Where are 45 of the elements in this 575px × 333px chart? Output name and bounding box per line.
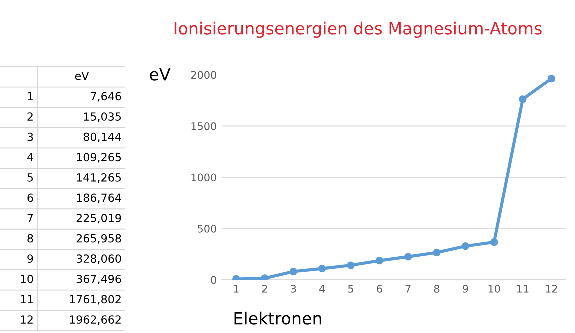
category-label: 2 [28,112,33,121]
y-axis-title: eV [150,68,171,81]
x-tick-label: 10 [488,285,500,293]
text: 225,019 [76,214,122,224]
x-tick-label: 2 [262,285,268,293]
chart-title: Ionisierungsenergien des Magnesium-Atoms [174,22,542,38]
x-tick-label: 6 [377,285,382,293]
text: eV [75,72,90,80]
category-label: 6 [28,194,34,202]
category-label: 10 [21,274,34,284]
x-tick-label: 7 [406,285,411,293]
text: 367,496 [76,274,122,285]
x-tick-label: 9 [463,285,468,293]
x-tick-label: 12 [546,285,558,293]
text: 265,958 [76,234,122,244]
x-tick-label: 5 [348,285,354,293]
x-tick-label: 1 [234,285,239,293]
category-label: 5 [28,174,34,182]
x-tick-label: 11 [518,285,529,293]
x-axis-title: Elektronen [234,312,322,325]
category-label: 11 [21,295,33,304]
x-tick-label: 4 [320,285,326,293]
text: 80,144 [84,132,122,142]
category-label: 12 [21,316,33,324]
text: 109,265 [77,153,122,163]
y-tick-label: 0 [211,276,216,284]
text: 15,035 [84,112,122,122]
text: 186,764 [77,194,122,204]
y-tick-label: 1500 [192,122,216,130]
category-label: 3 [28,132,34,142]
category-label: 7 [28,214,34,222]
category-label: 8 [28,234,34,243]
x-tick-label: 8 [434,285,440,293]
text: 1761,802 [70,295,121,305]
x-tick-label: 3 [291,285,296,293]
category-label: 1 [28,92,33,101]
text: 328,060 [76,254,122,264]
text: 1962,662 [70,316,121,326]
category-label: 4 [27,153,34,162]
category-label: 9 [28,254,34,264]
y-tick-label: 500 [198,224,216,233]
y-tick-label: 1000 [192,174,216,182]
text: 141,265 [77,173,122,184]
text: 7,646 [91,92,122,102]
y-tick-label: 2000 [191,71,216,80]
